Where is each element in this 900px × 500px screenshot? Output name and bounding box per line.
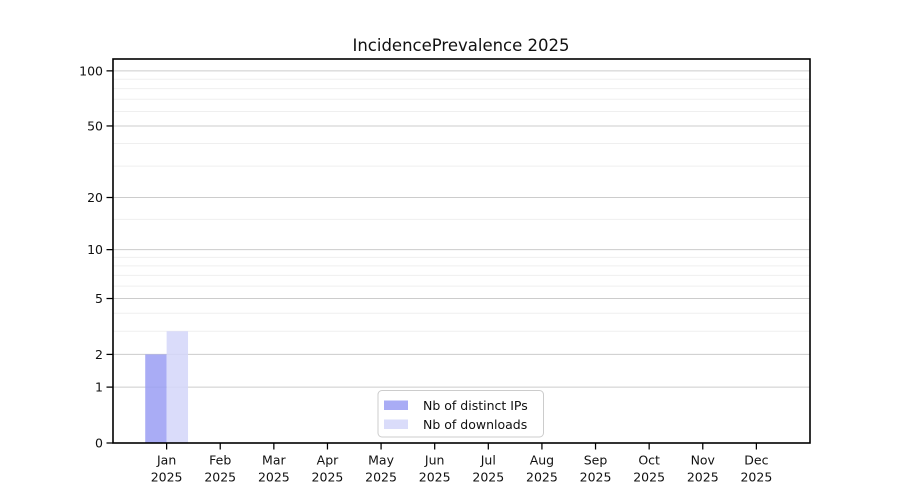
y-tick-label: 50 [87, 118, 103, 133]
legend-label-downloads: Nb of downloads [423, 417, 527, 432]
x-tick-label: Oct 2025 [633, 453, 665, 485]
axes-spines [112, 58, 811, 444]
y-tick-label: 100 [79, 63, 103, 78]
y-tick-label: 2 [95, 347, 103, 362]
legend-swatch-distinct-ips [384, 400, 408, 410]
y-tick-label: 5 [95, 291, 103, 306]
legend-label-distinct-ips: Nb of distinct IPs [423, 398, 528, 413]
x-tick-label: Sep 2025 [580, 453, 612, 485]
bar-nb-of-distinct-ips [145, 354, 167, 443]
legend-swatch-downloads [384, 419, 408, 429]
tick-layer: 0 1 2 5 10 20 50 100 Jan 2025 Feb 2025 Mar 2025 Apr 202… [79, 63, 772, 484]
x-tick-label: Jun 2025 [419, 453, 451, 485]
y-tick-label: 1 [95, 380, 103, 395]
y-tick-label: 10 [87, 242, 103, 257]
bar-layer [145, 331, 189, 443]
grid-layer [113, 70, 810, 388]
axes-box [112, 58, 811, 444]
bar-nb-of-downloads [166, 331, 189, 443]
chart-title: IncidencePrevalence 2025 [352, 36, 569, 55]
x-tick-label: May 2025 [365, 453, 397, 485]
x-tick-label: Aug 2025 [526, 453, 558, 485]
y-tick-label: 0 [95, 436, 103, 451]
x-tick-label: Apr 2025 [312, 453, 344, 485]
x-tick-label: Mar 2025 [258, 453, 290, 485]
x-tick-label: Feb 2025 [204, 453, 236, 485]
x-tick-label: Dec 2025 [740, 453, 772, 485]
y-tick-label: 20 [87, 190, 103, 205]
x-tick-label: Jan 2025 [151, 453, 183, 485]
legend: Nb of distinct IPs Nb of downloads [377, 390, 544, 438]
x-tick-label: Jul 2025 [472, 453, 504, 485]
x-tick-label: Nov 2025 [687, 453, 719, 485]
legend-box [377, 390, 544, 438]
